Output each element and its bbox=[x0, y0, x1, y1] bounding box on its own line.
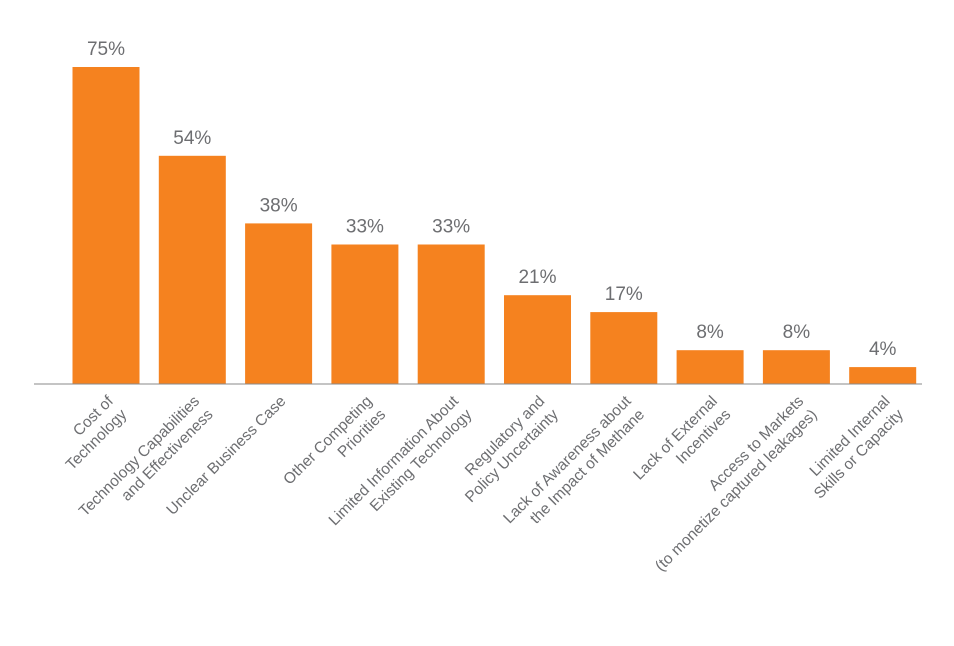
value-label-2: 38% bbox=[260, 195, 298, 216]
value-label-7: 8% bbox=[696, 322, 724, 343]
bar-8 bbox=[762, 350, 830, 384]
bar-1 bbox=[158, 155, 226, 384]
bar-0 bbox=[72, 67, 140, 384]
bar-7 bbox=[676, 350, 744, 384]
value-labels-group: 75% 54% 38% 33% 33% 21% 17% 8% 8% 4% bbox=[87, 39, 897, 360]
bar-9 bbox=[849, 367, 917, 384]
value-label-4: 33% bbox=[432, 217, 470, 238]
bar-2 bbox=[245, 223, 313, 384]
value-label-6: 17% bbox=[605, 284, 643, 305]
bars-group bbox=[72, 67, 917, 384]
bar-6 bbox=[590, 312, 658, 384]
bar-5 bbox=[504, 295, 571, 384]
bar-4 bbox=[417, 244, 485, 384]
value-label-5: 21% bbox=[518, 267, 556, 288]
value-label-3: 33% bbox=[346, 217, 384, 238]
value-label-8: 8% bbox=[783, 322, 811, 343]
bar-3 bbox=[331, 244, 399, 384]
value-label-9: 4% bbox=[869, 339, 897, 360]
category-label-9: Limited InternalSkills or Capacity bbox=[797, 393, 907, 503]
value-label-1: 54% bbox=[173, 128, 211, 149]
category-label-0: Cost ofTechnology bbox=[49, 392, 130, 473]
value-label-0: 75% bbox=[87, 39, 125, 60]
